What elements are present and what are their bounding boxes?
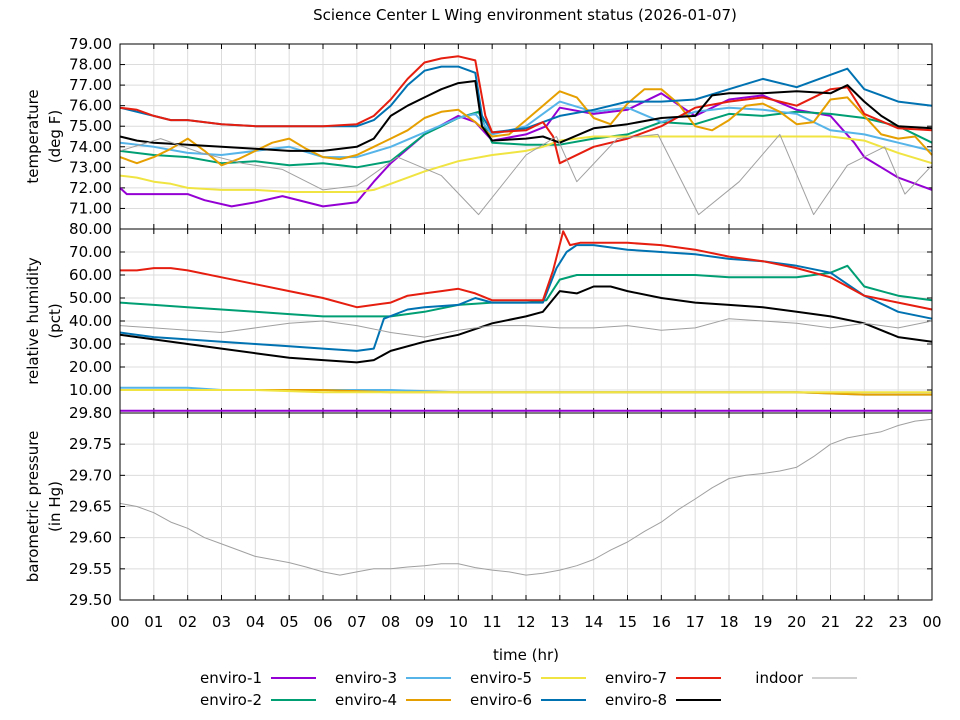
x-tick-label: 14 bbox=[584, 613, 603, 631]
x-tick-label: 22 bbox=[855, 613, 874, 631]
x-tick-label: 12 bbox=[516, 613, 535, 631]
legend-item-enviro-2: enviro-2 bbox=[200, 691, 316, 709]
chart-title: Science Center L Wing environment status… bbox=[313, 6, 737, 24]
series-pressure-indoor bbox=[119, 418, 933, 576]
legend-label: enviro-8 bbox=[605, 691, 667, 709]
y-tick-label: 80.00 bbox=[69, 220, 112, 238]
x-tick-label: 20 bbox=[787, 613, 806, 631]
y-tick-label: 75.00 bbox=[69, 117, 112, 135]
series-humidity-enviro-8 bbox=[119, 285, 933, 364]
y-tick-label: 29.60 bbox=[69, 529, 112, 547]
x-tick-label: 02 bbox=[178, 613, 197, 631]
y-axis-label-humidity: relative humidity (pct) bbox=[24, 257, 64, 385]
y-tick-label: 40.00 bbox=[69, 312, 112, 330]
legend-label: enviro-3 bbox=[335, 669, 397, 687]
legend-label: enviro-1 bbox=[200, 669, 262, 687]
legend-label: enviro-5 bbox=[470, 669, 532, 687]
y-tick-label: 74.00 bbox=[69, 138, 112, 156]
x-tick-label: 19 bbox=[753, 613, 772, 631]
x-tick-label: 17 bbox=[686, 613, 705, 631]
x-tick-label: 07 bbox=[347, 613, 366, 631]
series-humidity-enviro-5 bbox=[120, 389, 932, 394]
y-tick-label: 50.00 bbox=[69, 289, 112, 307]
y-tick-label: 79.00 bbox=[69, 35, 112, 53]
y-tick-label: 29.50 bbox=[69, 591, 112, 609]
y-tick-label: 72.00 bbox=[69, 179, 112, 197]
y-tick-label: 20.00 bbox=[69, 358, 112, 376]
x-tick-label: 18 bbox=[719, 613, 738, 631]
series-temperature-enviro-7 bbox=[119, 55, 933, 165]
x-tick-label: 11 bbox=[483, 613, 502, 631]
x-tick-label: 13 bbox=[550, 613, 569, 631]
legend-label: enviro-6 bbox=[470, 691, 532, 709]
y-tick-label: 29.80 bbox=[69, 404, 112, 422]
series-temperature-indoor bbox=[119, 133, 933, 216]
chart-panels: 71.00 72.00 73.00 74.00 75.00 76.00 77.00 78.00… bbox=[24, 35, 933, 609]
x-axis-label: time (hr) bbox=[493, 646, 559, 664]
y-tick-label: 29.65 bbox=[69, 498, 112, 516]
legend-label: enviro-7 bbox=[605, 669, 667, 687]
legend-label: enviro-4 bbox=[335, 691, 397, 709]
panel-pressure: 29.50 29.55 29.60 29.65 29.70 29.75 29.80 barom… bbox=[24, 404, 933, 609]
y-tick-label: 77.00 bbox=[69, 76, 112, 94]
x-tick-label: 01 bbox=[144, 613, 163, 631]
x-tick-label: 04 bbox=[246, 613, 265, 631]
legend-item-indoor: indoor bbox=[755, 669, 857, 687]
series-humidity-enviro-2 bbox=[119, 264, 933, 318]
legend-item-enviro-1: enviro-1 bbox=[200, 669, 316, 687]
legend-item-enviro-4: enviro-4 bbox=[335, 691, 451, 709]
x-tick-label: 21 bbox=[821, 613, 840, 631]
legend-item-enviro-6: enviro-6 bbox=[470, 691, 586, 709]
panel-humidity: 10.00 20.00 30.00 40.00 50.00 60.00 70.00 80.00… bbox=[24, 220, 933, 414]
y-tick-label: 10.00 bbox=[69, 381, 112, 399]
panel-border bbox=[119, 412, 933, 601]
y-tick-label: 73.00 bbox=[69, 158, 112, 176]
legend-item-enviro-3: enviro-3 bbox=[335, 669, 451, 687]
series-temperature-enviro-4 bbox=[119, 88, 933, 167]
series-temperature-enviro-5 bbox=[119, 135, 933, 193]
y-tick-label: 78.00 bbox=[69, 56, 112, 74]
y-tick-label: 29.70 bbox=[69, 466, 112, 484]
series-temperature-enviro-8 bbox=[119, 80, 933, 152]
y-tick-label: 71.00 bbox=[69, 199, 112, 217]
x-tick-label: 23 bbox=[889, 613, 908, 631]
series-humidity-indoor bbox=[119, 318, 933, 338]
panel-temperature: 71.00 72.00 73.00 74.00 75.00 76.00 77.00 78.00… bbox=[24, 35, 933, 230]
legend: enviro-1 enviro-2 enviro-3 enviro-4 enviro-5… bbox=[200, 669, 857, 709]
x-tick-label: 08 bbox=[381, 613, 400, 631]
x-tick-label: 05 bbox=[280, 613, 299, 631]
series-temperature-enviro-1 bbox=[119, 92, 933, 208]
y-tick-label: 70.00 bbox=[69, 243, 112, 261]
x-tick-label: 09 bbox=[415, 613, 434, 631]
y-tick-label: 30.00 bbox=[69, 335, 112, 353]
x-axis: 00 01 02 03 04 05 06 07 08 09 10 11 12 13 14 15 16 17 18 19… bbox=[110, 613, 941, 631]
x-tick-label: 06 bbox=[313, 613, 332, 631]
series-humidity-enviro-7 bbox=[120, 230, 933, 311]
legend-item-enviro-7: enviro-7 bbox=[605, 669, 721, 687]
legend-item-enviro-5: enviro-5 bbox=[470, 669, 586, 687]
x-tick-label: 00 bbox=[922, 613, 941, 631]
y-tick-label: 29.75 bbox=[69, 435, 112, 453]
legend-label: enviro-2 bbox=[200, 691, 262, 709]
y-tick-label: 60.00 bbox=[69, 266, 112, 284]
y-axis-label-temperature: temperature (deg F) bbox=[24, 89, 64, 183]
y-tick-label: 76.00 bbox=[69, 97, 112, 115]
x-tick-label: 00 bbox=[110, 613, 129, 631]
y-axis-label-pressure: barometric pressure (in Hg) bbox=[24, 431, 64, 583]
legend-label: indoor bbox=[755, 669, 804, 687]
x-tick-label: 16 bbox=[652, 613, 671, 631]
x-tick-label: 03 bbox=[212, 613, 231, 631]
x-tick-label: 15 bbox=[618, 613, 637, 631]
y-tick-label: 29.55 bbox=[69, 560, 112, 578]
x-tick-label: 10 bbox=[449, 613, 468, 631]
legend-item-enviro-8: enviro-8 bbox=[605, 691, 721, 709]
